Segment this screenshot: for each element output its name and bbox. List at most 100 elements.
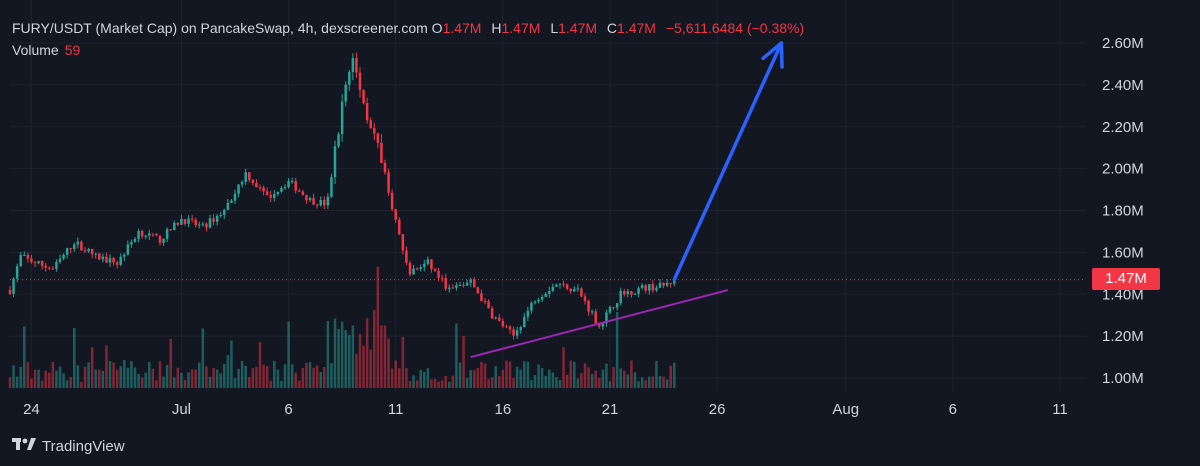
footer-brand[interactable]: TradingView [12,437,125,455]
candle-body [290,180,294,182]
candle-body [62,254,65,259]
volume-bar [526,361,530,388]
candle-body [162,239,165,243]
candle-body [269,194,272,198]
volume-bar [105,345,108,388]
volume-bar [155,380,158,388]
candle-body [362,90,365,104]
volume-bar [23,326,26,388]
candle-body [287,181,290,187]
candle-body [319,200,322,206]
candle-body [505,326,508,328]
volume-bar [98,369,101,388]
volume-bar [376,266,380,388]
volume-bar [398,368,401,388]
candle-body [355,58,358,73]
candle-body [148,233,151,236]
candle-body [58,258,62,262]
volume-bar [512,377,515,388]
candle-body [240,181,244,185]
volume-bar [537,364,540,388]
candle-body [448,287,451,289]
open-label: O [431,20,443,36]
candle-body [276,191,280,195]
volume-bar [505,360,508,388]
volume-bar [412,375,415,388]
candle-body [673,279,676,284]
candle-body [212,218,215,222]
candle-body [408,262,412,275]
volume-bar [240,360,244,388]
volume-bar [590,374,594,388]
candle-body [337,134,340,147]
volume-bar [530,380,533,388]
volume-bar [394,360,397,388]
candle-body [630,291,633,295]
candle-body [565,284,569,289]
volume-bar [251,368,255,388]
volume-bar [30,378,33,388]
candle-body [655,287,658,291]
volume-bar [558,380,562,388]
volume-bar [373,310,376,388]
volume-bar [212,368,215,388]
volume-bar [208,376,212,388]
volume-bar [308,362,312,388]
candle-body [612,306,615,308]
volume-bar [651,376,655,388]
volume-bar [640,377,644,388]
candle-body [455,285,458,288]
candle-body [544,293,547,297]
candle-body [598,323,601,327]
volume-bar [330,362,333,388]
x-tick-label: 11 [1052,401,1068,418]
candle-body [301,191,305,195]
volume-bar [158,361,162,388]
candle-body [501,320,505,327]
volume-bar [476,368,480,388]
candle-body [323,200,326,206]
volume-bar [48,372,51,388]
candle-body [165,229,169,240]
candle-body [480,293,483,302]
volume-bar [87,362,90,388]
candle-body [133,238,137,242]
candle-body [51,268,55,270]
volume-bar [490,377,494,388]
candle-body [83,250,87,252]
x-tick-label: 21 [602,401,619,418]
candle-body [498,317,501,321]
volume-bar [215,369,219,388]
candle-body [648,284,651,291]
candle-body [662,282,665,286]
volume-bar [319,371,322,388]
volume-bar [430,379,433,388]
volume-bar [33,369,37,388]
volume-bars [8,266,676,388]
candle-body [265,191,269,195]
candle-body [351,58,355,72]
candle-body [187,218,190,224]
candle-body [251,179,255,184]
candle-body [515,330,519,336]
candle-body [394,209,397,220]
candle-body [387,172,390,193]
candle-body [573,288,576,292]
volume-bar [423,371,426,388]
candle-body [555,284,558,287]
volume-bar [419,370,422,388]
candle-body [283,186,287,189]
volume-bar [62,373,65,388]
volume-bar [201,328,205,388]
footer-brand-text: TradingView [42,437,125,455]
chart-header: FURY/USDT (Market Cap) on PancakeSwap, 4… [12,20,804,36]
candle-body [458,285,462,287]
volume-bar [40,380,44,388]
volume-bar [469,370,472,388]
volume-bar [401,336,405,388]
candle-body [126,244,130,255]
candle-body [155,233,158,236]
candle-body [594,311,597,324]
volume-bar [237,368,240,388]
